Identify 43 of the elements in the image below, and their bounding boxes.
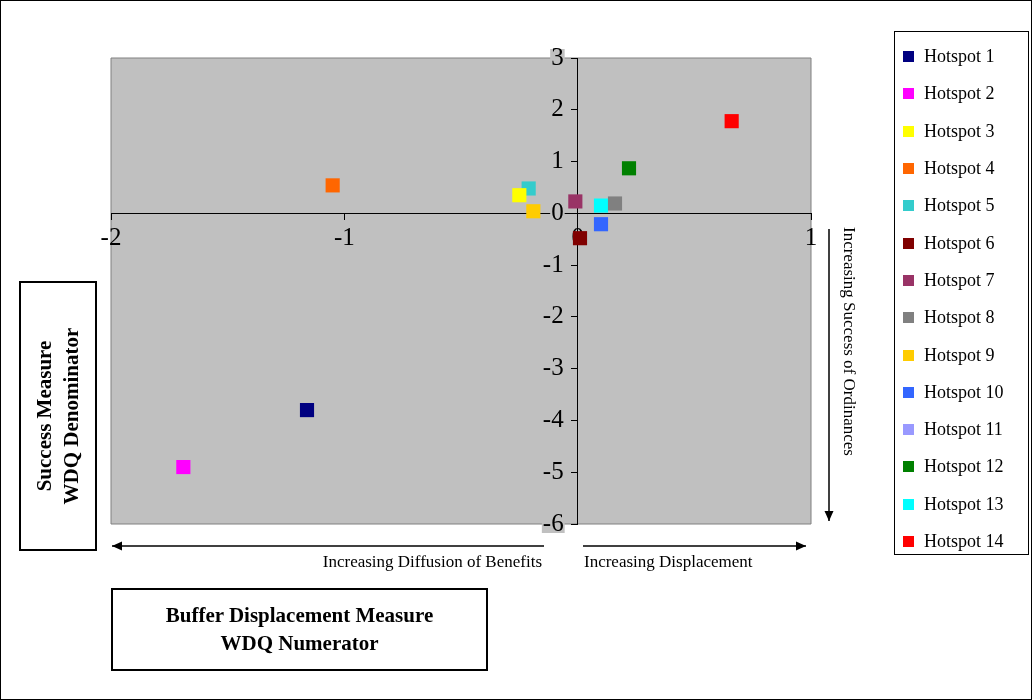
legend-label: Hotspot 4 (924, 158, 995, 180)
point (593, 217, 609, 232)
legend-label: Hotspot 10 (924, 381, 1004, 403)
legend-label: Hotspot 5 (924, 195, 995, 217)
text: Increasing Displacement (584, 552, 753, 572)
legend-label: Hotspot 11 (924, 419, 1003, 441)
legend-label: Hotspot 6 (924, 232, 995, 254)
point (299, 403, 315, 418)
legend-label: Hotspot 14 (924, 531, 1004, 552)
y-tick-label: 3 (551, 42, 564, 70)
x-tick-label: -2 (100, 222, 122, 250)
legend-label: Hotspot 9 (924, 344, 995, 366)
x-tick-label: -1 (333, 222, 355, 250)
point (621, 161, 637, 176)
legend-label: Hotspot 8 (924, 307, 995, 329)
y-tick-label: -1 (542, 249, 564, 277)
point (568, 194, 583, 209)
y-tick-label: 1 (551, 146, 564, 174)
text: Increasing Success of Ordinances (839, 227, 859, 456)
y-axis-title: Success Measure WDQ Denominator (30, 326, 84, 507)
point (593, 198, 609, 213)
legend-label: Hotspot 3 (924, 120, 995, 142)
point (325, 178, 340, 193)
legend-label: Hotspot 2 (924, 83, 995, 105)
y-tick-label: -6 (542, 508, 564, 536)
y-tick-label: -3 (542, 353, 564, 381)
legend-label: Hotspot 7 (924, 269, 995, 291)
text: Increasing Diffusion of Benefits (322, 552, 542, 572)
point (512, 188, 527, 203)
point (607, 196, 623, 211)
legend-label: Hotspot 1 (924, 46, 995, 68)
x-tick-label: 1 (804, 222, 818, 250)
point (724, 114, 739, 129)
x-axis-title: Buffer Displacement Measure WDQ Numerator (111, 588, 488, 671)
y-tick-label: -2 (542, 301, 564, 329)
y-tick-label: -5 (542, 456, 564, 484)
y-tick-label: 2 (551, 94, 564, 122)
point (526, 204, 541, 219)
legend-label: Hotspot 12 (924, 456, 1004, 478)
legend-label: Hotspot 13 (924, 493, 1004, 515)
point (176, 459, 191, 475)
y-tick-label: 0 (551, 197, 564, 225)
y-tick-label: -4 (542, 405, 565, 433)
